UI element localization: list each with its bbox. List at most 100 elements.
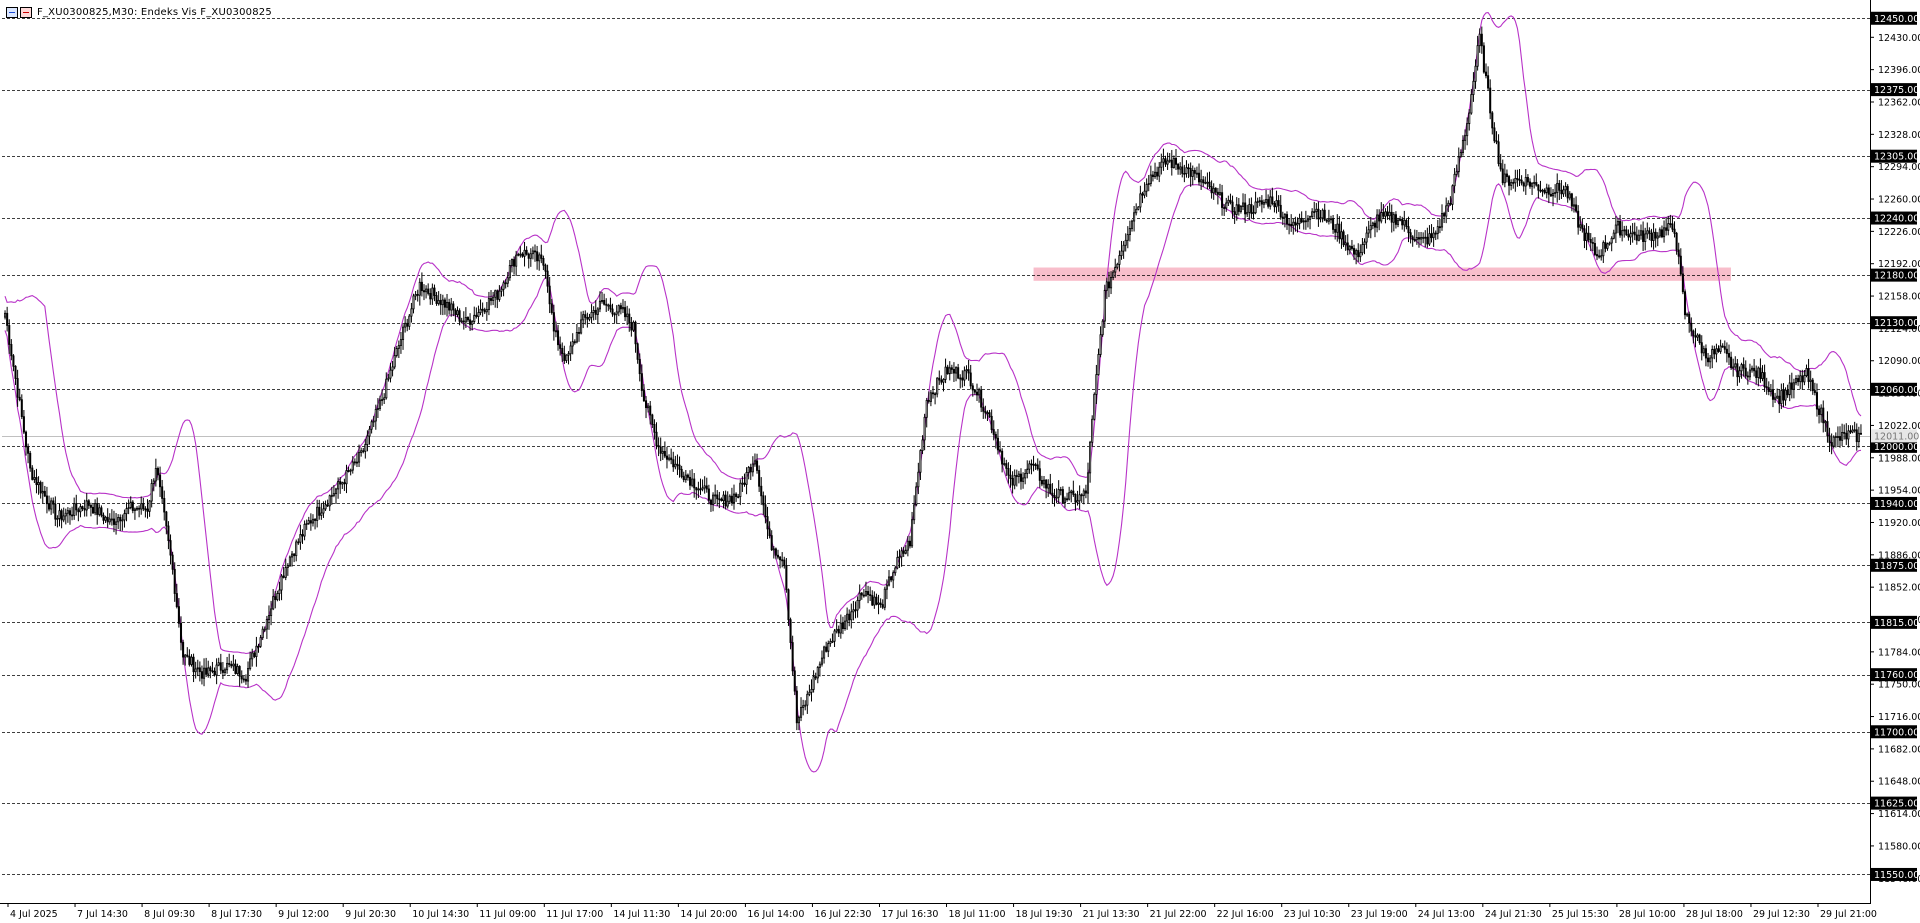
- candle: [66, 507, 69, 523]
- candle-body: [1009, 474, 1012, 479]
- candle: [374, 404, 377, 430]
- candle: [418, 278, 421, 306]
- candle: [820, 650, 824, 667]
- candle-body: [477, 312, 480, 317]
- candle: [636, 342, 639, 364]
- candle-body: [1420, 237, 1423, 240]
- candle-body: [1826, 421, 1829, 437]
- candle-body: [1445, 205, 1448, 217]
- candle-body: [705, 485, 708, 490]
- candle: [1824, 420, 1827, 432]
- candle-body: [1828, 435, 1831, 443]
- candle-body: [173, 568, 176, 594]
- candle-body: [200, 671, 203, 679]
- price-tick-label: 12226.00: [1878, 227, 1920, 238]
- candle-body: [1723, 346, 1726, 350]
- candle-body: [77, 509, 80, 513]
- candle-body: [561, 348, 564, 355]
- candle: [240, 670, 243, 684]
- candle: [1313, 201, 1316, 218]
- candle: [766, 506, 769, 539]
- level-tag-label: 12180.00: [1874, 271, 1919, 282]
- candle-body: [1256, 201, 1259, 203]
- time-tick-label: 8 Jul 17:30: [211, 909, 262, 920]
- candle-body: [1478, 33, 1481, 47]
- candle: [885, 579, 888, 600]
- candle-body: [869, 594, 872, 596]
- candle-body: [1229, 199, 1232, 203]
- candle: [770, 530, 773, 552]
- candle: [663, 441, 666, 459]
- candle: [598, 291, 601, 313]
- time-tick-label: 24 Jul 13:00: [1418, 909, 1475, 920]
- candle: [1306, 215, 1309, 228]
- candle: [441, 294, 444, 316]
- candle-body: [1306, 218, 1309, 222]
- candle: [1114, 258, 1117, 278]
- candle-body: [1269, 196, 1272, 207]
- candle-body: [148, 500, 151, 512]
- candle-body: [374, 408, 377, 422]
- candle: [1514, 169, 1517, 192]
- candle-body: [856, 600, 859, 611]
- candle: [1334, 224, 1337, 240]
- candle: [894, 565, 897, 576]
- candle: [393, 346, 396, 370]
- candle-body: [416, 294, 419, 296]
- candle-body: [992, 429, 995, 435]
- candle: [355, 452, 358, 468]
- candle-body: [1556, 182, 1559, 193]
- candle: [1361, 237, 1364, 256]
- candle: [123, 509, 126, 528]
- candle-body: [955, 367, 958, 374]
- candle: [705, 477, 708, 493]
- candle-body: [1625, 229, 1628, 236]
- level-tag: 11815.00: [1871, 615, 1919, 629]
- candle: [904, 545, 907, 555]
- candle: [1149, 165, 1152, 187]
- candle: [747, 465, 750, 480]
- candle-body: [397, 345, 400, 349]
- candle: [1367, 220, 1370, 238]
- candle-body: [332, 493, 335, 496]
- candle-body: [1700, 342, 1703, 354]
- candle-body: [1422, 236, 1425, 239]
- candle: [1332, 214, 1335, 234]
- candle: [1265, 189, 1268, 205]
- candle: [420, 272, 423, 297]
- candle-body: [695, 487, 698, 491]
- candle: [226, 656, 229, 674]
- candle-body: [1382, 211, 1385, 217]
- candle: [756, 453, 759, 474]
- candle-body: [1432, 232, 1435, 239]
- candle-body: [760, 485, 763, 497]
- candle: [1304, 210, 1307, 230]
- candle: [582, 310, 585, 329]
- candle-body: [1221, 192, 1224, 208]
- candle-body: [594, 309, 597, 315]
- candle: [712, 492, 715, 512]
- candle: [1376, 209, 1379, 233]
- candle: [984, 405, 987, 419]
- candle: [81, 505, 84, 512]
- candle-body: [194, 668, 197, 673]
- candle-body: [1206, 181, 1209, 184]
- candle-body: [1688, 313, 1691, 324]
- candle-body: [628, 313, 631, 323]
- candle-body: [810, 689, 813, 693]
- candle-body: [823, 646, 826, 659]
- candle-body: [1797, 378, 1800, 383]
- candle: [1453, 168, 1456, 194]
- candle: [498, 285, 501, 302]
- candle-body: [1342, 231, 1345, 246]
- candle-body: [1589, 239, 1592, 243]
- candle: [1575, 196, 1578, 213]
- candle-body: [290, 553, 294, 558]
- candle-body: [1440, 213, 1444, 228]
- candle-body: [450, 303, 453, 311]
- candle-body: [544, 264, 547, 272]
- time-tick-label: 17 Jul 16:30: [881, 909, 938, 920]
- candle-body: [1654, 231, 1657, 239]
- candle-body: [1748, 369, 1751, 378]
